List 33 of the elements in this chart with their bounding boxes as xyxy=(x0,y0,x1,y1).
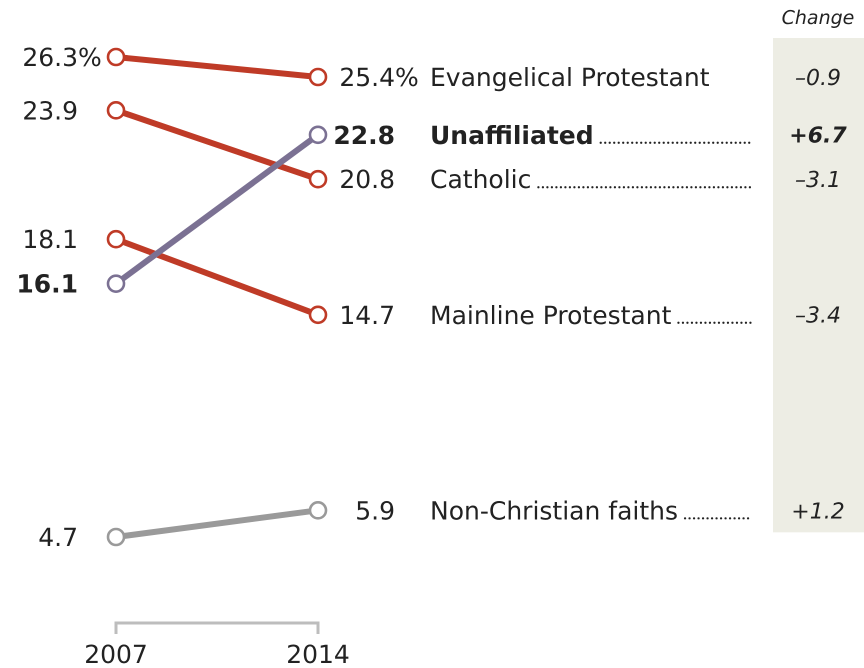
data-label: 23.9 xyxy=(22,96,78,126)
point xyxy=(106,230,126,249)
x-tick-label: 2014 xyxy=(286,640,350,668)
data-label: 18.1 xyxy=(22,225,78,254)
point xyxy=(308,501,328,520)
data-label: 20.8 xyxy=(339,165,395,194)
data-label: 22.8 xyxy=(333,120,395,150)
point xyxy=(106,101,126,120)
text: Change xyxy=(782,7,854,29)
data-label: 26.3% xyxy=(22,43,102,72)
data-label: 5.9 xyxy=(355,496,395,526)
text: –3.4 xyxy=(795,304,841,329)
data-label: 14.7 xyxy=(339,300,395,330)
text: Evangelical Protestant xyxy=(430,63,710,92)
point xyxy=(106,48,126,66)
text: Unaffiliated xyxy=(430,120,594,150)
data-label: 25.4% xyxy=(339,63,419,92)
data-label: 16.1 xyxy=(16,270,78,299)
text: –0.9 xyxy=(795,66,841,91)
text: +6.7 xyxy=(789,124,848,149)
point xyxy=(106,528,126,546)
point xyxy=(308,170,328,189)
point xyxy=(308,305,328,324)
text: –3.1 xyxy=(795,168,841,194)
point xyxy=(308,125,328,144)
text: Mainline Protestant xyxy=(430,300,672,330)
text: Catholic xyxy=(430,165,532,194)
x-tick-label: 2007 xyxy=(84,640,148,668)
text: +1.2 xyxy=(791,499,845,524)
point xyxy=(106,274,126,293)
text: Non-Christian faiths xyxy=(430,496,678,526)
point xyxy=(308,68,328,86)
data-label: 4.7 xyxy=(38,523,78,552)
